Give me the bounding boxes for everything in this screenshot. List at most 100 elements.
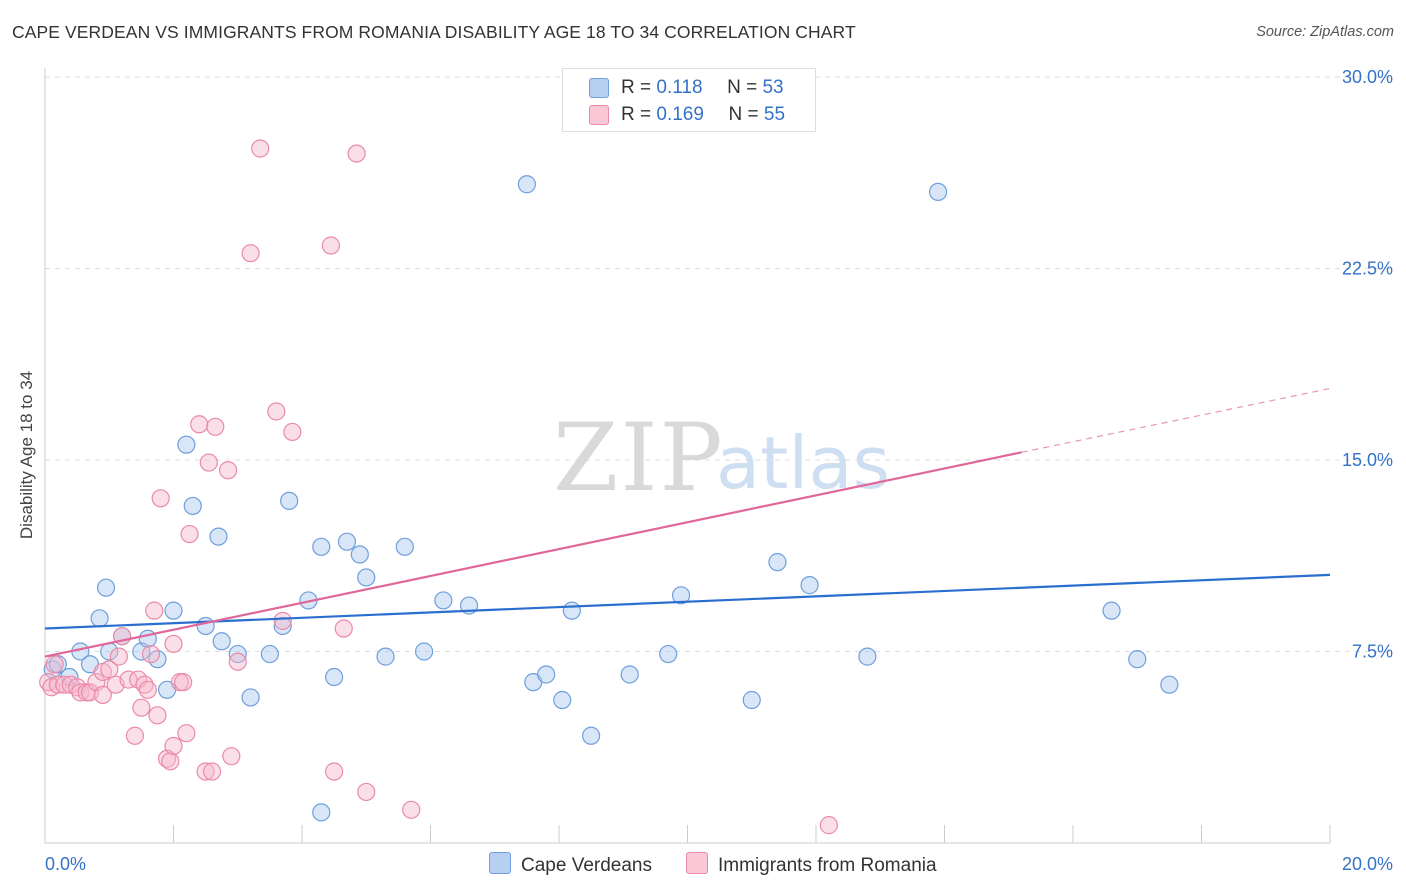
correlation-legend: R = 0.118 N = 53 R = 0.169 N = 55 — [562, 68, 816, 132]
data-point — [1128, 650, 1147, 669]
data-point — [273, 611, 292, 630]
data-point — [280, 491, 299, 510]
data-point — [312, 537, 331, 556]
data-point — [119, 670, 138, 689]
data-point — [582, 726, 601, 745]
data-point — [177, 435, 196, 454]
data-point — [517, 175, 536, 194]
bottom-legend-romania[interactable]: Immigrants from Romania — [686, 852, 937, 876]
data-point — [659, 644, 678, 664]
data-point — [537, 665, 556, 684]
data-point — [206, 417, 225, 436]
data-point — [125, 726, 145, 745]
data-point — [164, 736, 183, 756]
x-tick-label: 0.0% — [45, 854, 86, 874]
data-point — [357, 568, 376, 587]
data-point — [209, 527, 228, 546]
legend-n-label: N = — [728, 104, 759, 125]
data-point — [325, 667, 344, 687]
watermark: ZIP atlas — [553, 404, 890, 513]
legend-n-label: N = — [727, 77, 758, 98]
data-point — [148, 706, 167, 725]
data-point — [434, 591, 453, 610]
data-point — [334, 619, 353, 638]
data-point — [48, 675, 67, 694]
legend-n-value: 53 — [762, 77, 784, 98]
legend-swatch-blue — [589, 78, 609, 98]
data-point — [241, 688, 260, 707]
data-point — [1102, 601, 1121, 620]
data-point — [321, 236, 341, 255]
data-point — [141, 644, 161, 664]
data-point — [562, 601, 581, 620]
data-point — [228, 652, 247, 671]
trend-lines — [44, 387, 1331, 658]
data-point — [100, 660, 119, 679]
data-point — [151, 489, 170, 508]
data-point — [228, 644, 247, 664]
data-point — [222, 747, 241, 766]
data-point — [96, 578, 116, 597]
data-point — [109, 647, 128, 666]
data-point — [553, 690, 572, 710]
bottom-legend-swatch-blue — [489, 852, 511, 874]
legend-r-value: 0.169 — [656, 104, 704, 125]
data-point — [312, 803, 331, 822]
data-point — [267, 402, 286, 421]
data-point — [219, 461, 238, 480]
data-point — [174, 673, 193, 692]
data-point — [161, 752, 180, 771]
watermark-zip: ZIP — [553, 404, 725, 513]
bottom-legend-label: Cape Verdeans — [521, 855, 652, 876]
data-point — [212, 632, 231, 651]
y-tick-label: 30.0% — [1342, 67, 1393, 87]
tick-labels: 7.5% 15.0% 22.5% 30.0% 0.0% 20.0% — [45, 67, 1393, 874]
data-point — [858, 647, 877, 666]
data-point — [196, 762, 215, 781]
data-point — [742, 690, 761, 710]
data-point — [93, 685, 112, 705]
data-point — [164, 601, 183, 620]
legend-r-label: R = — [621, 77, 652, 98]
data-point — [251, 139, 270, 158]
data-point — [325, 762, 344, 781]
data-point — [138, 680, 157, 699]
data-point — [414, 642, 434, 661]
data-point — [145, 601, 164, 620]
data-point — [135, 675, 154, 694]
data-point — [357, 782, 376, 802]
bottom-legend-cape-verdeans[interactable]: Cape Verdeans — [489, 852, 652, 876]
grid-lines — [45, 76, 1393, 652]
data-point — [928, 182, 948, 201]
x-tick-label: 20.0% — [1342, 854, 1393, 874]
data-point — [45, 655, 64, 674]
data-point — [241, 244, 260, 263]
data-point — [132, 698, 151, 717]
data-point — [283, 422, 302, 442]
data-point — [196, 616, 215, 636]
data-point — [273, 616, 292, 636]
bottom-legend-swatch-pink — [686, 852, 708, 874]
trend-line-romania — [44, 451, 1022, 658]
data-point — [376, 647, 395, 666]
y-tick-label: 22.5% — [1342, 259, 1393, 279]
data-point — [819, 816, 838, 835]
data-point — [260, 644, 279, 664]
data-point — [90, 609, 109, 628]
data-point — [337, 532, 357, 551]
trend-line-cape-verdeans — [44, 573, 1331, 630]
data-point — [177, 724, 196, 743]
data-point — [350, 545, 369, 564]
series-immigrants-from-romania — [39, 139, 838, 835]
source-label: Source: ZipAtlas.com — [1256, 24, 1394, 40]
bottom-legend-label: Immigrants from Romania — [718, 855, 937, 876]
legend-r-label: R = — [621, 104, 652, 125]
data-point — [183, 496, 202, 516]
data-point — [620, 665, 639, 684]
legend-swatch-pink — [589, 105, 609, 125]
data-point — [164, 634, 183, 653]
data-point — [347, 144, 366, 163]
trend-line-romania-extension — [1021, 387, 1331, 453]
data-point — [800, 576, 819, 595]
